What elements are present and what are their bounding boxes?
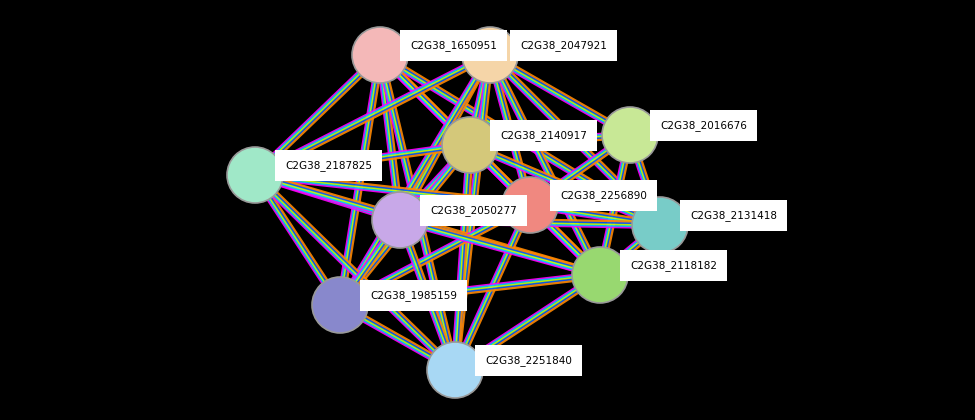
Circle shape xyxy=(312,277,368,333)
Circle shape xyxy=(442,117,498,173)
Circle shape xyxy=(227,147,283,203)
Text: C2G38_2256890: C2G38_2256890 xyxy=(560,190,646,201)
Text: C2G38_2251840: C2G38_2251840 xyxy=(485,355,572,366)
Circle shape xyxy=(502,177,558,233)
Text: C2G38_1650951: C2G38_1650951 xyxy=(410,40,497,51)
Text: C2G38_2187825: C2G38_2187825 xyxy=(285,160,372,171)
Text: C2G38_2140917: C2G38_2140917 xyxy=(500,130,587,141)
Text: C2G38_2131418: C2G38_2131418 xyxy=(690,210,777,221)
Circle shape xyxy=(602,107,658,163)
Circle shape xyxy=(427,342,483,398)
Circle shape xyxy=(632,197,688,253)
Text: C2G38_2016676: C2G38_2016676 xyxy=(660,120,747,131)
Circle shape xyxy=(372,192,428,248)
Text: C2G38_2047921: C2G38_2047921 xyxy=(520,40,606,51)
Text: C2G38_2050277: C2G38_2050277 xyxy=(430,205,517,216)
Text: C2G38_1985159: C2G38_1985159 xyxy=(370,290,457,301)
Circle shape xyxy=(572,247,628,303)
Text: C2G38_2118182: C2G38_2118182 xyxy=(630,260,717,271)
Circle shape xyxy=(462,27,518,83)
Circle shape xyxy=(352,27,408,83)
